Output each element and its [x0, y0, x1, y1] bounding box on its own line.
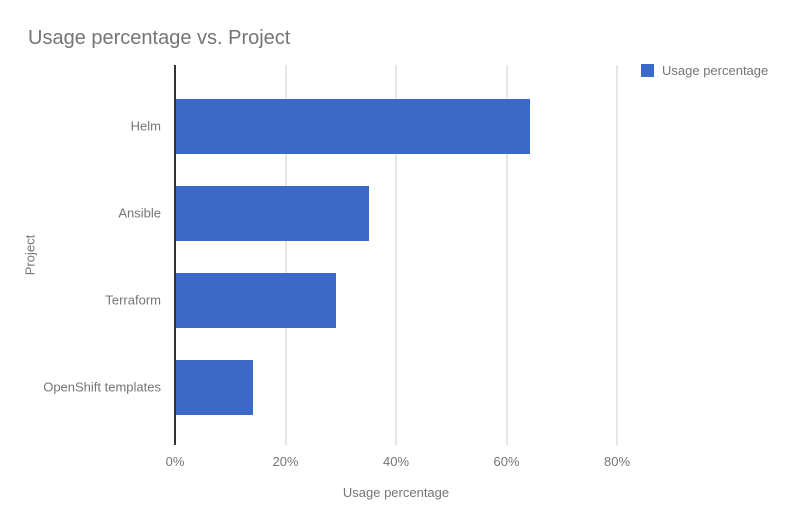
category-label: OpenShift templates [43, 379, 161, 395]
x-tick-label: 80% [603, 454, 631, 469]
bar-ansible [176, 185, 370, 241]
x-tick-label: 40% [382, 454, 410, 469]
category-axis: Helm Ansible Terraform OpenShift templates [0, 65, 168, 445]
gridline [506, 65, 507, 445]
category-label: Terraform [105, 292, 161, 308]
category-label: Helm [130, 118, 161, 134]
legend: Usage percentage [641, 63, 768, 78]
category-label: Ansible [118, 205, 161, 221]
bar-terraform [176, 272, 337, 328]
legend-label: Usage percentage [662, 63, 769, 78]
bar-helm [176, 98, 530, 154]
gridline [285, 65, 286, 445]
gridline [616, 65, 618, 445]
x-tick-label: 0% [165, 454, 185, 469]
gridline [395, 65, 397, 445]
legend-swatch [641, 64, 654, 77]
x-tick-label: 60% [493, 454, 520, 469]
plot-area: 0% 20% 40% 60% 80% [166, 65, 630, 469]
x-axis-title: Usage percentage [342, 485, 450, 500]
x-tick-label: 20% [272, 454, 299, 469]
axis-baseline [174, 65, 176, 445]
bar-openshift-templates [176, 359, 254, 415]
chart-title: Usage percentage vs. Project [28, 27, 291, 49]
